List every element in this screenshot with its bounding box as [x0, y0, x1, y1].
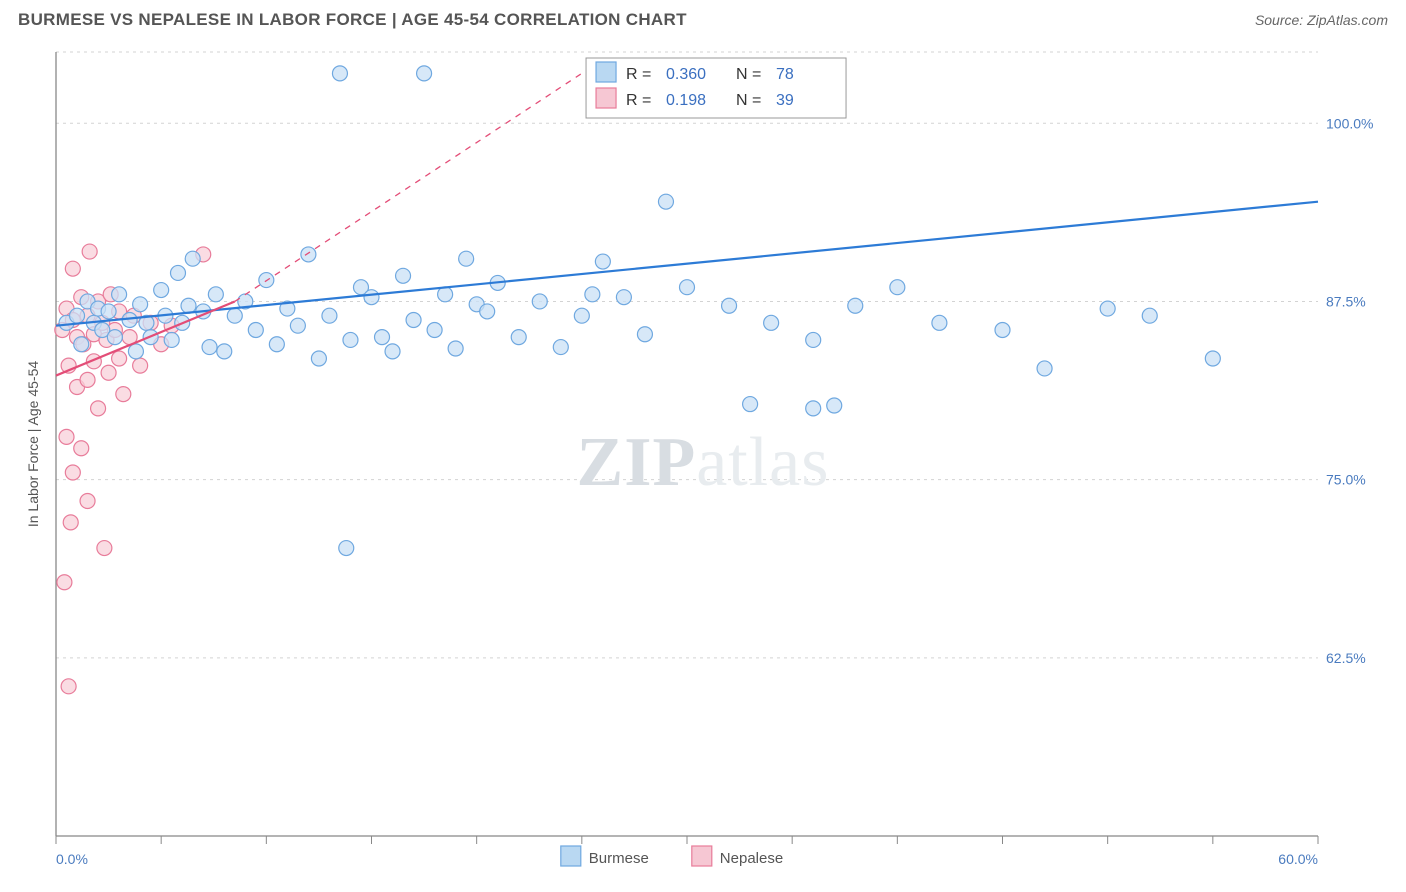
svg-text:0.360: 0.360: [666, 66, 706, 83]
svg-text:N =: N =: [736, 66, 761, 83]
svg-text:62.5%: 62.5%: [1326, 650, 1366, 666]
svg-text:100.0%: 100.0%: [1326, 115, 1373, 131]
svg-text:60.0%: 60.0%: [1278, 851, 1318, 867]
svg-text:N =: N =: [736, 92, 761, 109]
svg-text:87.5%: 87.5%: [1326, 293, 1366, 309]
svg-text:78: 78: [776, 66, 794, 83]
svg-text:39: 39: [776, 92, 794, 109]
svg-text:Burmese: Burmese: [589, 850, 649, 867]
svg-text:In Labor Force | Age 45-54: In Labor Force | Age 45-54: [25, 361, 41, 528]
svg-text:Nepalese: Nepalese: [720, 850, 783, 867]
svg-text:0.198: 0.198: [666, 92, 706, 109]
scatter-chart: 62.5% 75.0% 87.5% 100.0% 0.0% 60.0% In Labor F…: [18, 44, 1388, 882]
svg-text:R =: R =: [626, 66, 651, 83]
chart-title: BURMESE VS NEPALESE IN LABOR FORCE | AGE…: [18, 10, 687, 30]
svg-text:75.0%: 75.0%: [1326, 472, 1366, 488]
chart-container: ZIPatlas 62.5%75.0%87.5%100.0%0.0%60.0%I…: [18, 44, 1388, 882]
svg-text:R =: R =: [626, 92, 651, 109]
svg-text:0.0%: 0.0%: [56, 851, 88, 867]
source-label: Source: ZipAtlas.com: [1255, 12, 1388, 28]
